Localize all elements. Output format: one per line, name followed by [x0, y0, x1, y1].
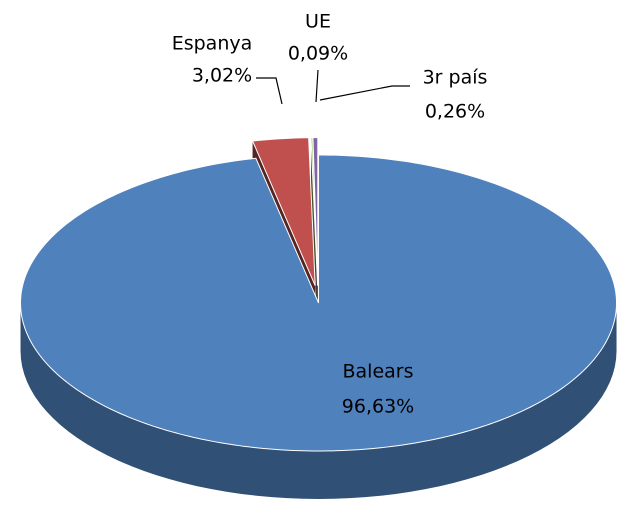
- value-label: 3,02%: [192, 65, 252, 87]
- slice: [251, 137, 316, 286]
- leader-line: [315, 69, 319, 103]
- slice: [312, 137, 319, 286]
- labels: Balears 96,63% Espanya 3,02% UE 0,09% 3r país 0…: [172, 11, 488, 418]
- value-label: 96,63%: [342, 396, 414, 418]
- slice-side: [310, 137, 318, 334]
- value-label: 0,09%: [288, 43, 348, 65]
- category-label: Espanya: [172, 33, 253, 55]
- slice-rim: [20, 302, 617, 499]
- leader-line: [319, 85, 410, 101]
- category-label: Balears: [343, 361, 414, 383]
- leader-line: [256, 77, 283, 105]
- category-label: UE: [305, 11, 331, 33]
- category-label: 3r país: [423, 67, 488, 89]
- pie-tops: [20, 137, 617, 452]
- slice: [20, 154, 617, 452]
- value-label: 0,26%: [425, 101, 485, 123]
